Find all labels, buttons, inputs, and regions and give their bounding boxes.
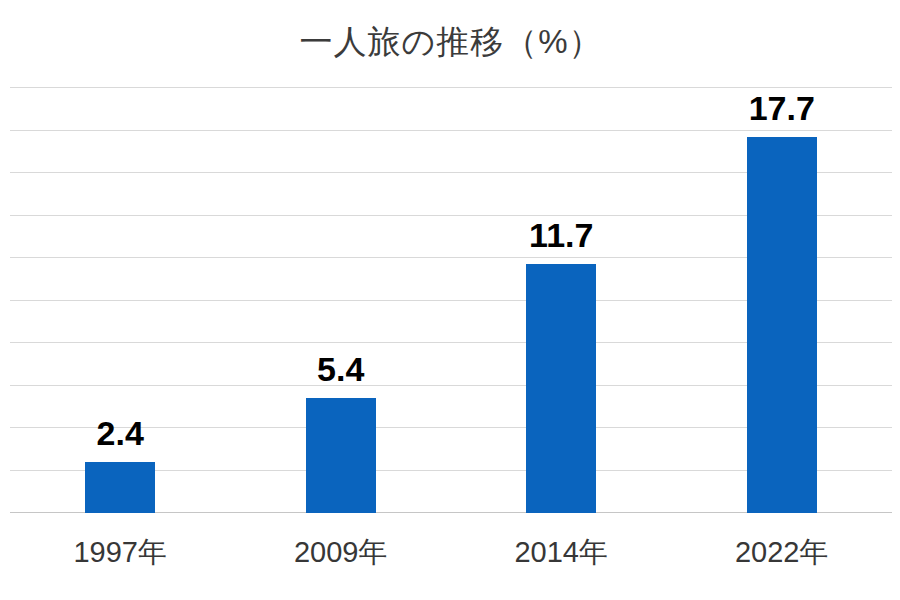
x-axis-label: 2014年 bbox=[451, 535, 672, 570]
x-axis: 1997年2009年2014年2022年 bbox=[10, 527, 892, 577]
x-axis-label: 2022年 bbox=[672, 535, 893, 570]
plot-area: 2.4 5.4 11.7 17.7 bbox=[10, 88, 892, 513]
bar bbox=[747, 137, 817, 513]
bar-group: 5.4 bbox=[231, 88, 452, 513]
bar-value-label: 2.4 bbox=[97, 416, 144, 450]
bar-group: 11.7 bbox=[451, 88, 672, 513]
solo-travel-bar-chart: 一人旅の推移（%） 2.4 5.4 11.7 17.7 1997年2009年2014年… bbox=[0, 0, 900, 600]
bar bbox=[526, 264, 596, 513]
x-axis-label: 2009年 bbox=[231, 535, 452, 570]
bar-value-label: 17.7 bbox=[749, 91, 815, 125]
bar bbox=[306, 398, 376, 513]
bar-group: 17.7 bbox=[672, 88, 893, 513]
x-axis-label: 1997年 bbox=[10, 535, 231, 570]
bar-group: 2.4 bbox=[10, 88, 231, 513]
chart-title: 一人旅の推移（%） bbox=[10, 20, 892, 65]
bar-value-label: 11.7 bbox=[529, 218, 593, 252]
bar bbox=[85, 462, 155, 513]
bar-value-label: 5.4 bbox=[317, 352, 364, 386]
